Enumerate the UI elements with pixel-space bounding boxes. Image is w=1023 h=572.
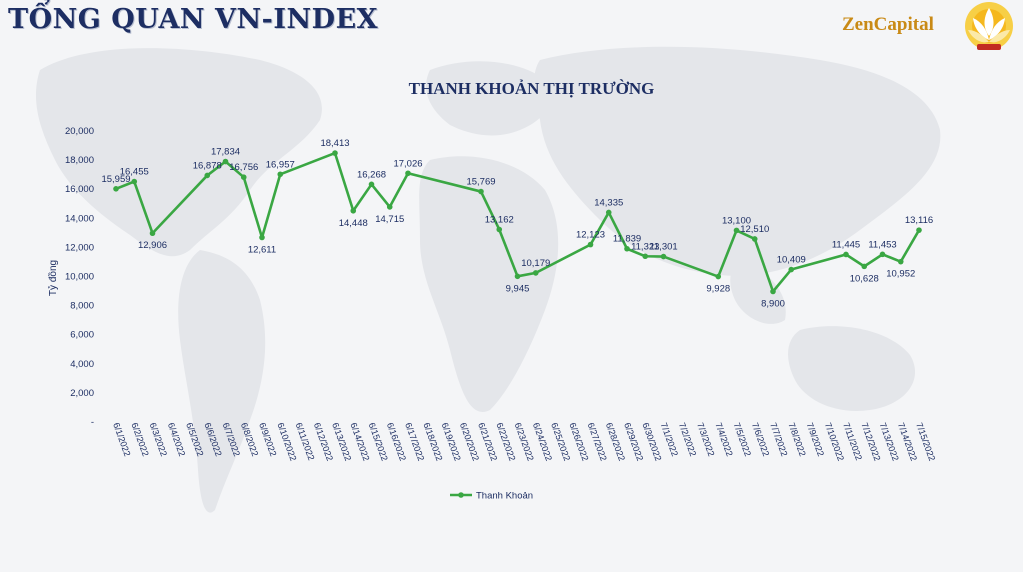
data-point bbox=[478, 189, 484, 195]
data-point bbox=[332, 150, 338, 156]
data-label: 9,945 bbox=[506, 283, 530, 294]
data-point bbox=[661, 254, 667, 260]
data-label: 11,453 bbox=[868, 239, 896, 250]
legend-point-marker bbox=[458, 492, 464, 498]
data-point bbox=[843, 252, 849, 258]
data-point bbox=[624, 246, 630, 252]
data-point bbox=[880, 252, 886, 258]
data-point bbox=[734, 228, 740, 234]
data-point bbox=[150, 230, 156, 236]
data-point bbox=[533, 270, 539, 276]
y-axis-label: Tỷ đồng bbox=[47, 260, 59, 296]
data-label: 11,445 bbox=[832, 239, 860, 250]
data-point bbox=[515, 274, 521, 280]
data-label: 12,510 bbox=[740, 224, 769, 235]
data-label: 13,116 bbox=[905, 215, 933, 226]
y-tick-label: 12,000 bbox=[65, 242, 94, 253]
data-point bbox=[387, 204, 393, 210]
data-point bbox=[715, 274, 721, 280]
y-tick-label: 6,000 bbox=[70, 330, 94, 341]
data-label: 14,448 bbox=[339, 218, 368, 229]
data-label: 16,455 bbox=[120, 167, 149, 178]
y-tick-label: 20,000 bbox=[65, 126, 94, 137]
data-label: 16,756 bbox=[229, 162, 258, 173]
data-label: 17,026 bbox=[393, 158, 422, 169]
y-tick-label: 2,000 bbox=[70, 388, 94, 399]
legend-label: Thanh Khoản bbox=[476, 491, 533, 502]
data-point bbox=[405, 170, 411, 176]
y-tick-label: 14,000 bbox=[65, 213, 94, 224]
data-point bbox=[916, 227, 922, 233]
data-label: 10,179 bbox=[521, 258, 550, 269]
data-label: 14,335 bbox=[594, 197, 623, 208]
data-point bbox=[642, 253, 648, 259]
data-label: 9,928 bbox=[706, 284, 730, 295]
data-label: 17,834 bbox=[211, 147, 240, 158]
data-point bbox=[223, 159, 229, 165]
data-label: 16,957 bbox=[266, 159, 295, 170]
data-point bbox=[496, 227, 502, 233]
data-point bbox=[241, 174, 247, 180]
data-label: 12,611 bbox=[248, 245, 276, 256]
data-point bbox=[788, 267, 794, 273]
data-label: 11,301 bbox=[649, 242, 677, 253]
data-point bbox=[588, 242, 594, 248]
data-label: 16,878 bbox=[193, 160, 222, 171]
data-point bbox=[606, 210, 612, 216]
y-tick-label: 18,000 bbox=[65, 155, 94, 166]
data-point bbox=[369, 182, 375, 188]
data-label: 15,769 bbox=[466, 177, 495, 188]
data-label: 14,715 bbox=[375, 214, 404, 225]
data-label: 12,906 bbox=[138, 240, 167, 251]
y-tick-label: 10,000 bbox=[65, 272, 94, 283]
data-label: 10,952 bbox=[886, 269, 915, 280]
data-label: 10,409 bbox=[777, 255, 806, 266]
data-point bbox=[350, 208, 356, 214]
y-tick-label: - bbox=[91, 417, 94, 428]
y-tick-label: 16,000 bbox=[65, 184, 94, 195]
data-point bbox=[770, 289, 776, 295]
data-point bbox=[131, 179, 137, 185]
data-label: 18,413 bbox=[320, 138, 349, 149]
data-point bbox=[898, 259, 904, 265]
data-label: 13,162 bbox=[485, 214, 514, 225]
data-label: 10,628 bbox=[850, 273, 879, 284]
data-label: 8,900 bbox=[761, 299, 785, 310]
y-tick-label: 8,000 bbox=[70, 301, 94, 312]
x-tick-label: 6/1/2022 bbox=[111, 421, 132, 457]
data-label: 16,268 bbox=[357, 169, 386, 180]
series-line-thanh-khoan bbox=[116, 153, 919, 291]
data-point bbox=[861, 264, 867, 270]
y-tick-label: 4,000 bbox=[70, 359, 94, 370]
data-point bbox=[752, 236, 758, 242]
data-point bbox=[113, 186, 119, 192]
data-point bbox=[277, 171, 283, 177]
data-label: 12,123 bbox=[576, 230, 605, 241]
data-point bbox=[259, 235, 265, 241]
data-point bbox=[204, 173, 210, 179]
